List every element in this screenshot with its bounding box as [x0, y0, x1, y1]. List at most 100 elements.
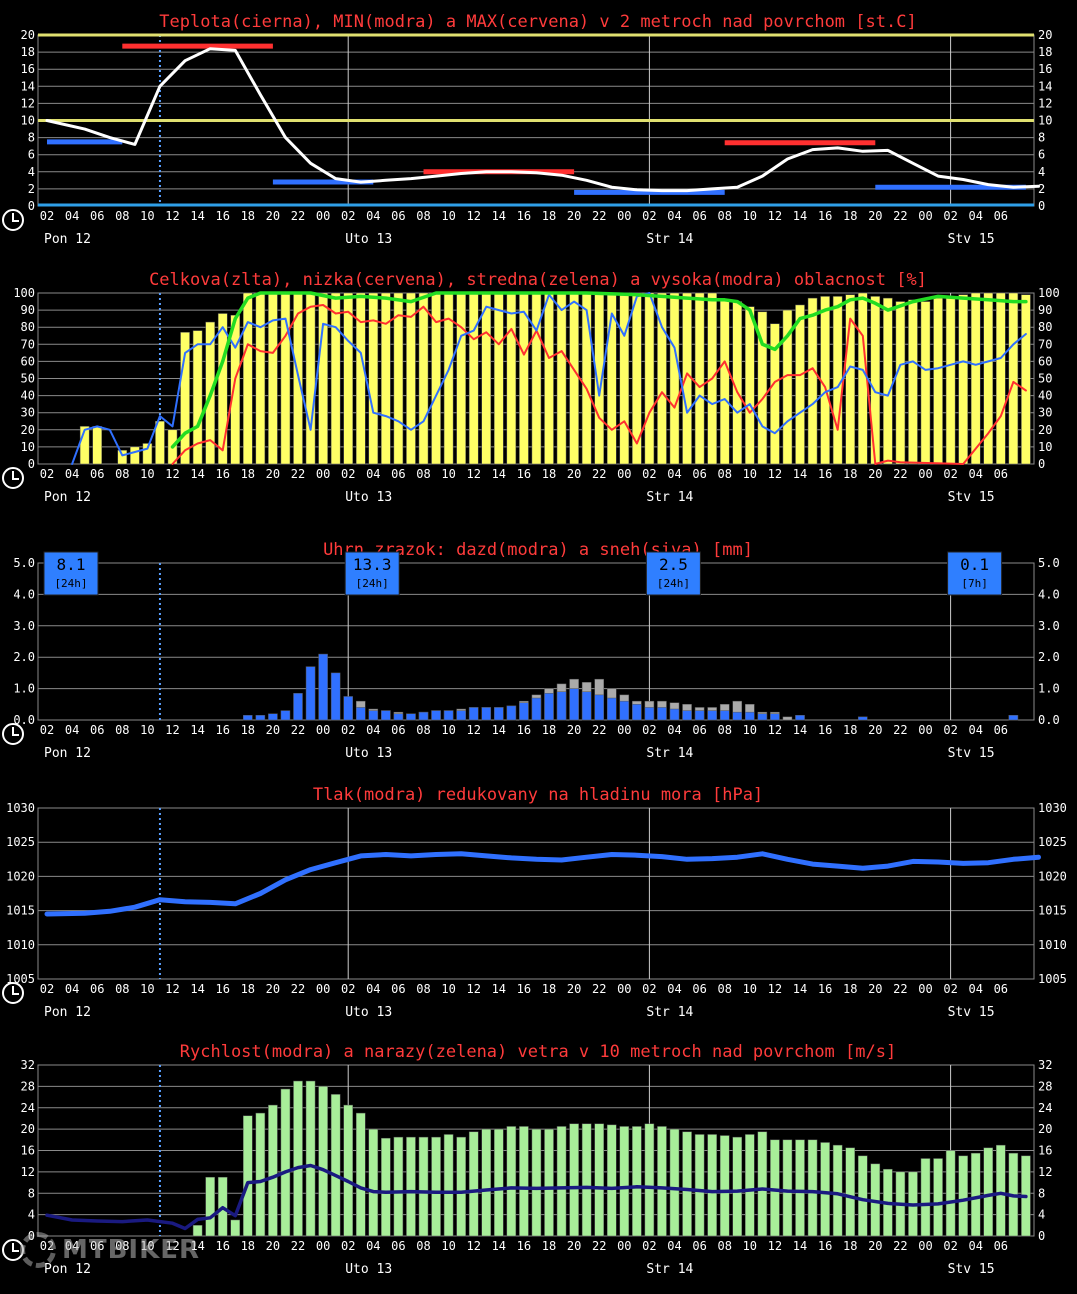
x-tick-label: 12 — [466, 723, 480, 737]
day-label: Pon 12 — [44, 746, 91, 761]
total-cloud-bar — [180, 332, 190, 465]
x-tick-label: 04 — [968, 1239, 982, 1253]
gust-bar — [443, 1134, 454, 1237]
total-period: [24h] — [657, 577, 690, 590]
x-tick-label: 12 — [466, 1239, 480, 1253]
x-tick-label: 18 — [241, 209, 255, 223]
day-label: Pon 12 — [44, 490, 91, 505]
gust-bar — [330, 1094, 341, 1237]
x-tick-label: 20 — [567, 467, 581, 481]
temperature-line — [45, 47, 1040, 193]
y-tick-right: 1025 — [1038, 835, 1067, 849]
x-tick-label: 06 — [391, 723, 405, 737]
rain-bar — [544, 693, 554, 721]
rain-bar — [330, 672, 341, 721]
gust-bar — [820, 1142, 830, 1237]
total-cloud-bar — [92, 426, 102, 465]
x-tick-label: 06 — [391, 467, 405, 481]
x-tick-label: 04 — [65, 209, 79, 223]
day-label: Str 14 — [646, 1005, 693, 1020]
y-tick-left: 20 — [21, 1122, 35, 1136]
day-label: Pon 12 — [44, 1005, 91, 1020]
total-cloud-bar — [795, 304, 805, 465]
total-cloud-bar — [130, 446, 140, 465]
x-tick-label: 02 — [40, 982, 54, 996]
total-cloud-bar — [958, 294, 968, 465]
x-tick-label: 18 — [542, 467, 556, 481]
x-tick-label: 14 — [190, 1239, 204, 1253]
rain-bar — [494, 707, 504, 721]
x-tick-label: 08 — [717, 467, 731, 481]
x-tick-label: 16 — [517, 467, 531, 481]
x-tick-label: 20 — [266, 723, 280, 737]
clock-hands — [12, 727, 19, 736]
y-tick-right: 12 — [1038, 96, 1052, 110]
x-tick-label: 18 — [542, 723, 556, 737]
x-tick-label: 06 — [692, 1239, 706, 1253]
x-tick-label: 18 — [241, 1239, 255, 1253]
chart-title: Teplota(cierna), MIN(modra) a MAX(cerven… — [159, 12, 916, 32]
gust-bar — [418, 1136, 429, 1237]
gust-bar — [305, 1080, 316, 1237]
x-tick-label: 22 — [893, 209, 907, 223]
total-cloud-bar — [305, 292, 316, 465]
x-tick-label: 06 — [391, 209, 405, 223]
x-tick-label: 14 — [492, 723, 506, 737]
gust-bar — [845, 1147, 855, 1237]
x-tick-label: 16 — [215, 723, 229, 737]
x-tick-label: 16 — [818, 1239, 832, 1253]
rain-bar — [1008, 715, 1019, 721]
x-tick-label: 20 — [868, 1239, 882, 1253]
gust-bar — [556, 1126, 567, 1237]
rain-bar — [556, 691, 567, 721]
day-label: Stv 15 — [948, 490, 995, 505]
y-tick-right: 3.0 — [1038, 619, 1060, 633]
gust-bar — [619, 1126, 630, 1237]
mid-cloud-line — [170, 291, 1028, 449]
wind-speed-line — [45, 1163, 1028, 1231]
total-cloud-bar — [581, 292, 592, 465]
total-cloud-bar — [406, 292, 416, 465]
x-tick-label: 16 — [818, 982, 832, 996]
x-tick-label: 08 — [115, 1239, 129, 1253]
x-tick-label: 06 — [994, 723, 1008, 737]
rain-bar — [795, 715, 805, 721]
total-period: [7h] — [961, 577, 988, 590]
x-tick-label: 08 — [115, 723, 129, 737]
x-tick-label: 00 — [617, 1239, 631, 1253]
x-tick-label: 18 — [241, 982, 255, 996]
gust-bar — [782, 1139, 793, 1237]
gust-bar — [644, 1123, 655, 1237]
x-tick-label: 06 — [692, 467, 706, 481]
gust-bar — [519, 1126, 529, 1237]
y-tick-left: 2.0 — [13, 650, 35, 664]
rain-bar — [393, 713, 404, 721]
y-tick-left: 70 — [21, 337, 35, 351]
x-tick-label: 16 — [818, 209, 832, 223]
total-cloud-bar — [393, 292, 404, 465]
y-tick-right: 1005 — [1038, 972, 1067, 986]
total-cloud-bar — [155, 421, 165, 465]
gust-bar — [569, 1123, 579, 1237]
x-tick-label: 04 — [968, 209, 982, 223]
gust-bar — [205, 1176, 215, 1237]
x-tick-label: 06 — [90, 982, 104, 996]
x-tick-label: 02 — [40, 467, 54, 481]
gust-bar — [381, 1137, 391, 1237]
y-tick-left: 3.0 — [13, 619, 35, 633]
x-tick-label: 00 — [918, 1239, 932, 1253]
x-tick-label: 06 — [391, 982, 405, 996]
x-tick-label: 20 — [567, 1239, 581, 1253]
x-tick-label: 04 — [366, 982, 380, 996]
x-tick-label: 20 — [567, 209, 581, 223]
x-tick-label: 04 — [366, 209, 380, 223]
x-tick-label: 22 — [893, 467, 907, 481]
x-tick-label: 16 — [517, 209, 531, 223]
x-tick-label: 18 — [843, 723, 857, 737]
y-tick-right: 4 — [1038, 165, 1045, 179]
x-tick-label: 06 — [90, 467, 104, 481]
gust-bar — [293, 1080, 303, 1237]
total-cloud-bar — [192, 330, 203, 465]
gust-bar — [970, 1152, 981, 1237]
rain-bar — [682, 710, 692, 721]
